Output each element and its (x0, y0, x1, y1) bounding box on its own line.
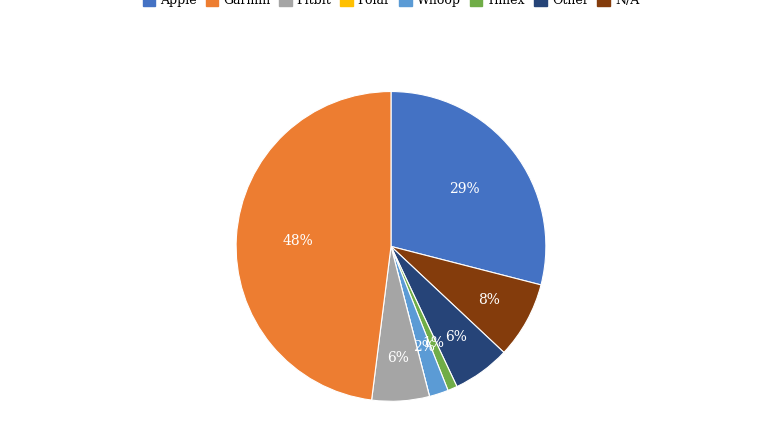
Wedge shape (391, 246, 541, 352)
Text: 1%: 1% (421, 336, 444, 350)
Text: 6%: 6% (387, 351, 409, 365)
Wedge shape (391, 246, 429, 396)
Text: 29%: 29% (449, 183, 479, 196)
Wedge shape (391, 92, 546, 285)
Wedge shape (391, 246, 504, 386)
Wedge shape (391, 246, 457, 390)
Text: 6%: 6% (446, 330, 468, 344)
Text: 8%: 8% (478, 293, 500, 307)
Wedge shape (371, 246, 429, 401)
Legend: Apple, Garmin, Fitbit, Polar, Whoop, Timex, Other, N/A: Apple, Garmin, Fitbit, Polar, Whoop, Tim… (138, 0, 644, 12)
Text: 2%: 2% (413, 340, 435, 354)
Wedge shape (391, 246, 448, 396)
Wedge shape (236, 92, 391, 400)
Text: 48%: 48% (283, 234, 314, 248)
